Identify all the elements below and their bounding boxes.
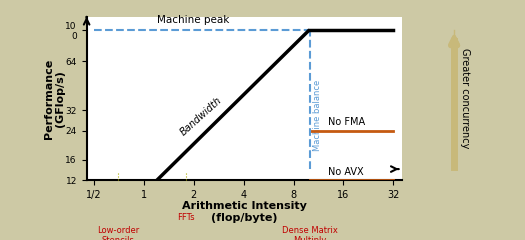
FancyArrowPatch shape: [451, 39, 457, 164]
Text: Machine balance: Machine balance: [313, 80, 322, 151]
Text: Low-order
Stencils: Low-order Stencils: [97, 226, 140, 240]
Text: FFTs: FFTs: [177, 213, 195, 222]
Text: Dense Matrix
Multiply: Dense Matrix Multiply: [281, 226, 338, 240]
Text: No AVX: No AVX: [329, 167, 364, 177]
X-axis label: Arithmetic Intensity
(flop/byte): Arithmetic Intensity (flop/byte): [182, 201, 307, 223]
Text: Greater concurrency: Greater concurrency: [460, 48, 470, 149]
Text: Bandwidth: Bandwidth: [178, 95, 224, 137]
Text: Machine peak: Machine peak: [157, 15, 229, 25]
Text: No FMA: No FMA: [329, 117, 365, 127]
Y-axis label: Performance
(GFlop/s): Performance (GFlop/s): [44, 58, 66, 138]
